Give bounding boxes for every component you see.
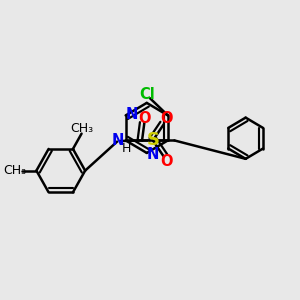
Text: O: O: [160, 154, 173, 169]
Text: N: N: [126, 107, 138, 122]
Text: N: N: [147, 147, 159, 162]
Text: CH₃: CH₃: [4, 164, 27, 177]
Text: S: S: [146, 131, 159, 149]
Text: O: O: [160, 111, 173, 126]
Text: H: H: [122, 142, 132, 154]
Text: N: N: [112, 133, 124, 148]
Text: CH₃: CH₃: [70, 122, 94, 135]
Text: Cl: Cl: [139, 87, 155, 102]
Text: O: O: [138, 111, 151, 126]
